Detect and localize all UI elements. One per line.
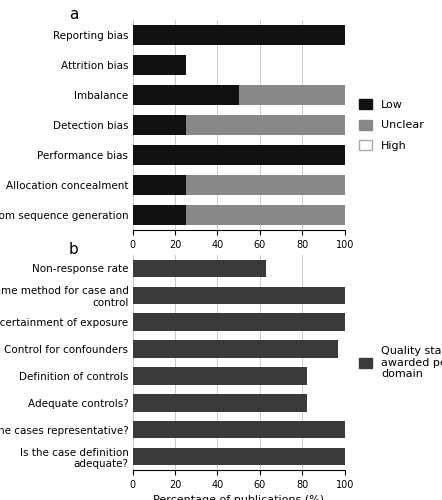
- Bar: [133, 85, 239, 105]
- Bar: [133, 176, 186, 195]
- Bar: [133, 421, 345, 438]
- Bar: [133, 260, 266, 277]
- Text: a: a: [69, 8, 78, 22]
- Legend: Low, Unclear, High: Low, Unclear, High: [357, 96, 426, 154]
- Bar: [133, 340, 339, 358]
- Bar: [133, 286, 345, 304]
- Bar: [186, 205, 345, 225]
- Bar: [186, 176, 345, 195]
- Bar: [186, 116, 345, 134]
- Bar: [133, 314, 345, 331]
- Bar: [133, 448, 345, 466]
- Legend: Quality stars
awarded per
domain: Quality stars awarded per domain: [357, 344, 442, 382]
- Bar: [133, 25, 345, 45]
- Bar: [239, 85, 345, 105]
- Bar: [133, 205, 186, 225]
- Bar: [133, 145, 345, 165]
- Bar: [133, 116, 186, 134]
- Text: b: b: [69, 242, 79, 257]
- Bar: [133, 55, 186, 74]
- X-axis label: Percentage of publications (%): Percentage of publications (%): [153, 256, 324, 266]
- Bar: [133, 367, 307, 384]
- X-axis label: Percentage of publications (%): Percentage of publications (%): [153, 496, 324, 500]
- Bar: [133, 394, 307, 411]
